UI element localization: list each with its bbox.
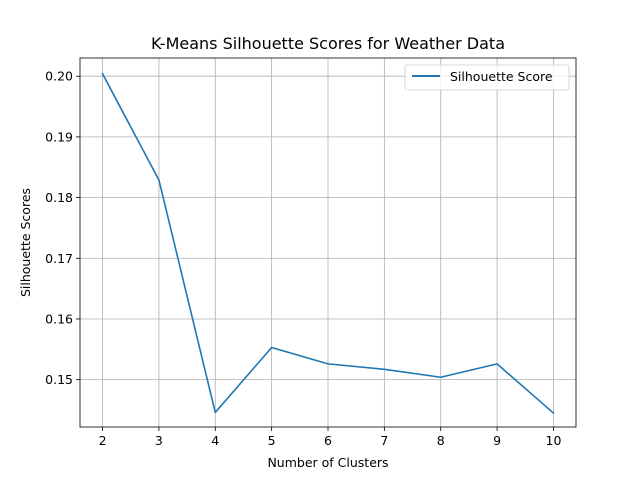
series-layer: [101, 72, 555, 415]
y-tick-label: 0.17: [45, 251, 73, 266]
legend-label: Silhouette Score: [450, 69, 553, 84]
x-tick-label: 10: [546, 433, 562, 448]
legend-box: [404, 64, 570, 91]
x-tick-label: 3: [155, 433, 163, 448]
grid-lines: [80, 58, 576, 427]
x-axis-ticks: 2 3 4 5 6 7 8 9 10: [99, 427, 562, 448]
chart-title: K-Means Silhouette Scores for Weather Da…: [151, 34, 505, 53]
y-tick-label: 0.20: [45, 69, 73, 84]
x-tick-label: 8: [437, 433, 445, 448]
y-tick-label: 0.16: [45, 311, 73, 326]
y-axis-ticks: 0.15 0.16 0.17 0.18 0.19 0.20: [45, 69, 80, 387]
y-tick-label: 0.18: [45, 190, 73, 205]
x-tick-label: 5: [268, 433, 276, 448]
x-tick-label: 6: [324, 433, 332, 448]
x-tick-label: 9: [493, 433, 501, 448]
y-tick-label: 0.19: [45, 129, 73, 144]
x-tick-label: 7: [380, 433, 388, 448]
y-tick-label: 0.15: [45, 372, 73, 387]
x-tick-label: 2: [99, 433, 107, 448]
x-tick-label: 4: [211, 433, 219, 448]
legend: Silhouette Score: [404, 64, 570, 91]
y-axis-label: Silhouette Scores: [18, 188, 33, 297]
x-axis-label: Number of Clusters: [267, 455, 388, 470]
plot-frame: [79, 57, 577, 428]
